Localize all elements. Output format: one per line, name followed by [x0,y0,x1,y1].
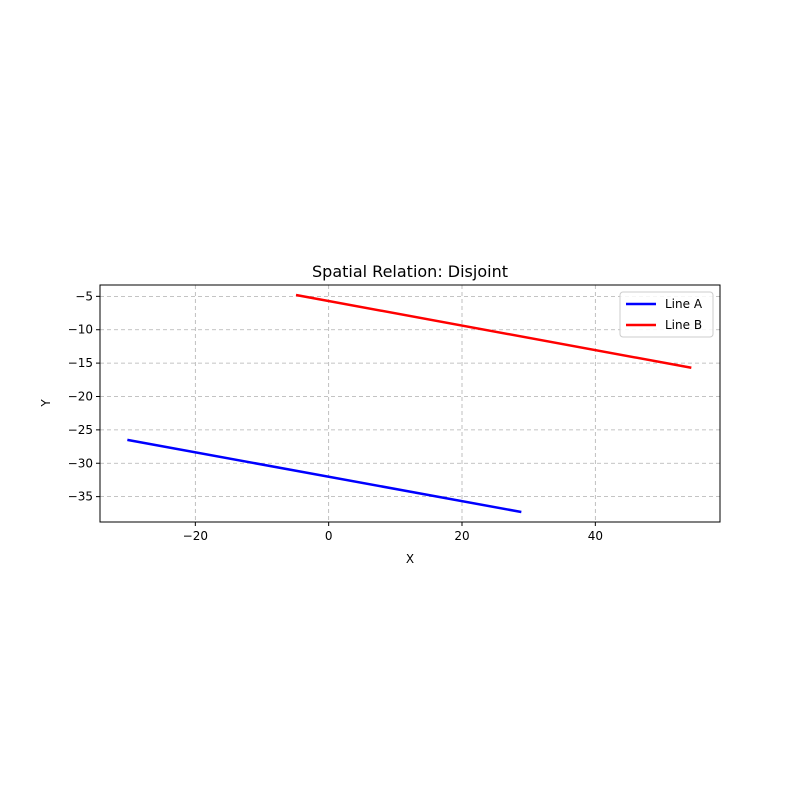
legend: Line A Line B [619,291,714,338]
y-tick-label: −5 [75,289,93,303]
plot-area [100,285,720,522]
y-tick-label: −30 [68,456,93,470]
legend-label-line-a: Line A [665,297,703,311]
x-axis: −20 0 20 40 [183,522,603,543]
grid [100,285,720,522]
y-tick-label: −15 [68,356,93,370]
y-tick-label: −25 [68,423,93,437]
plot-frame [99,284,721,523]
x-tick-label: 40 [588,529,603,543]
x-axis-label: X [406,552,414,566]
series-line-a [127,438,522,514]
x-tick-label: −20 [183,529,208,543]
series-line-b [295,293,692,370]
y-axis-label: Y [39,399,53,408]
legend-label-line-b: Line B [665,318,702,332]
x-tick-label: 0 [325,529,333,543]
y-tick-label: −20 [68,389,93,403]
x-tick-label: 20 [454,529,469,543]
y-tick-label: −35 [68,490,93,504]
series-group [127,293,692,514]
y-axis: −5 −10 −15 −20 −25 −30 −35 [68,289,100,504]
y-tick-label: −10 [68,323,93,337]
chart-title: Spatial Relation: Disjoint [312,262,508,281]
